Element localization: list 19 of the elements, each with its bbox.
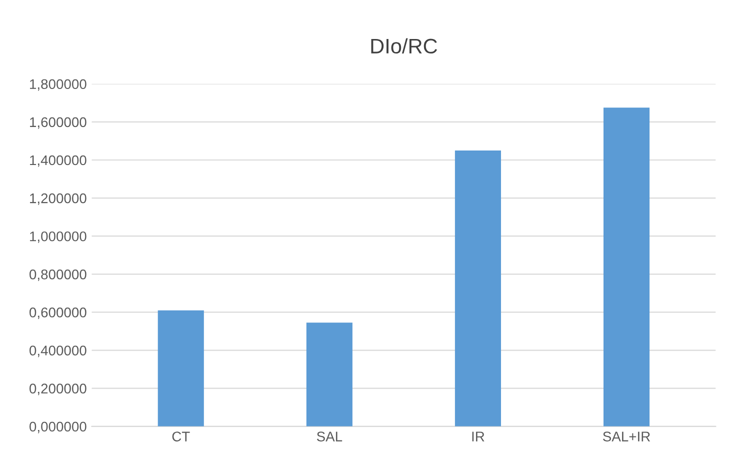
bar xyxy=(158,310,204,426)
chart-title: DIo/RC xyxy=(371,38,438,54)
bar xyxy=(454,150,501,426)
y-tick-label: 0,400000 xyxy=(30,346,86,358)
x-tick-label: CT xyxy=(172,432,190,442)
x-tick-label: SAL xyxy=(316,432,342,442)
y-tick-label: 1,000000 xyxy=(30,231,86,243)
y-tick-label: 0,200000 xyxy=(30,384,86,396)
y-tick-label: 1,200000 xyxy=(30,193,86,205)
y-tick-label: 0,800000 xyxy=(30,270,86,281)
bar xyxy=(306,322,352,426)
y-tick-label: 1,600000 xyxy=(30,117,86,129)
x-tick-label: IR xyxy=(472,432,484,442)
y-tick-label: 0,600000 xyxy=(30,308,86,320)
y-tick-label: 0,000000 xyxy=(30,422,86,434)
x-tick-label: SAL+IR xyxy=(603,432,650,442)
bar xyxy=(603,108,650,426)
y-tick-label: 1,400000 xyxy=(30,155,86,167)
y-tick-label: 1,800000 xyxy=(30,79,86,91)
